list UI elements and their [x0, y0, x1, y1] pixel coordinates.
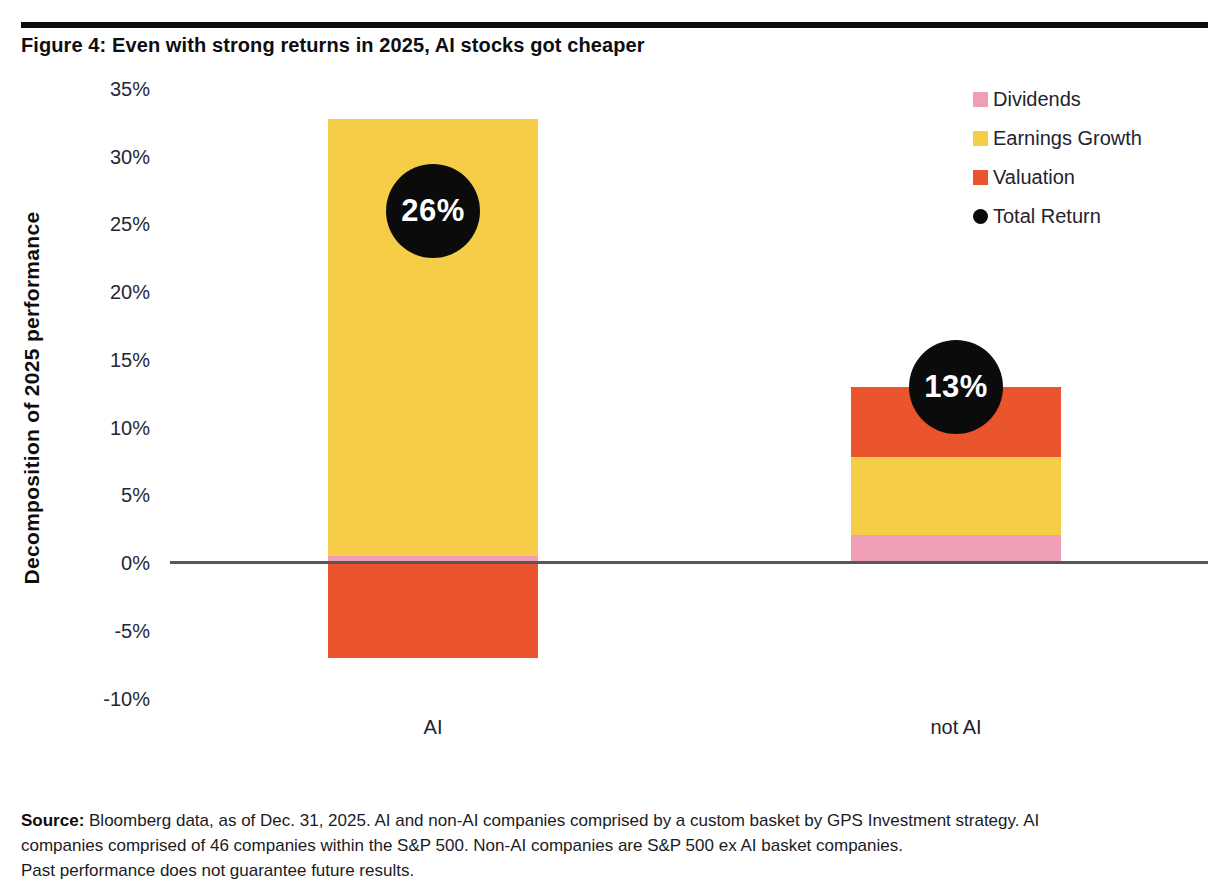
legend-label: Total Return	[993, 205, 1101, 228]
total-return-value: 26%	[401, 193, 465, 229]
source-line-1-text: Bloomberg data, as of Dec. 31, 2025. AI …	[84, 811, 1039, 830]
y-axis-tick-label: 0%	[60, 551, 150, 575]
legend-label: Valuation	[993, 166, 1075, 189]
total-return-marker: 13%	[909, 340, 1003, 434]
y-axis-tick-label: 10%	[60, 416, 150, 440]
total-return-marker: 26%	[386, 164, 480, 258]
legend-label: Earnings Growth	[993, 127, 1142, 150]
legend-swatch-square	[973, 170, 988, 185]
figure-page: Figure 4: Even with strong returns in 20…	[0, 0, 1208, 892]
legend-item: Valuation	[973, 165, 1142, 189]
source-line-3: Past performance does not guarantee futu…	[21, 858, 1191, 883]
bar-segment-dividends	[851, 535, 1061, 563]
y-axis-tick-label: -5%	[60, 619, 150, 643]
chart-legend: Dividends Earnings Growth Valuation Total R…	[973, 87, 1142, 228]
y-axis-tick-label: 35%	[60, 77, 150, 101]
total-return-value: 13%	[924, 369, 988, 405]
figure-title: Figure 4: Even with strong returns in 20…	[21, 34, 645, 57]
bar-segment-valuation	[328, 563, 538, 658]
legend-label: Dividends	[993, 88, 1081, 111]
source-label: Source:	[21, 811, 84, 830]
legend-swatch-circle	[973, 209, 988, 224]
y-axis-title: Decomposition of 2025 performance	[20, 212, 44, 585]
source-line-1: Source: Bloomberg data, as of Dec. 31, 2…	[21, 808, 1191, 833]
y-axis-tick-label: 5%	[60, 483, 150, 507]
y-axis-tick-label: 15%	[60, 348, 150, 372]
legend-swatch-square	[973, 131, 988, 146]
top-divider-rule	[21, 22, 1208, 28]
zero-axis-line	[170, 561, 1208, 564]
source-line-2: companies comprised of 46 companies with…	[21, 833, 1191, 858]
y-axis-tick-label: 25%	[60, 212, 150, 236]
y-axis-tick-label: 30%	[60, 145, 150, 169]
legend-swatch-square	[973, 92, 988, 107]
legend-item: Earnings Growth	[973, 126, 1142, 150]
legend-item: Dividends	[973, 87, 1142, 111]
y-axis-tick-label: -10%	[60, 687, 150, 711]
x-axis-category-label: not AI	[851, 716, 1061, 739]
source-note: Source: Bloomberg data, as of Dec. 31, 2…	[21, 808, 1191, 883]
y-axis-tick-label: 20%	[60, 280, 150, 304]
x-axis-category-label: AI	[328, 716, 538, 739]
legend-item: Total Return	[973, 204, 1142, 228]
bar-segment-earnings-growth	[851, 457, 1061, 534]
